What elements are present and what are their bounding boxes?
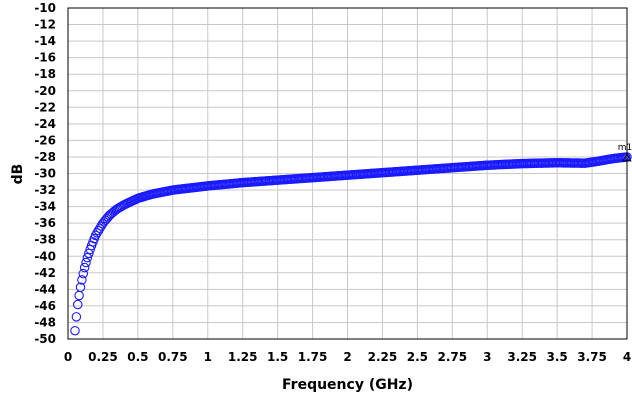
x-tick-label: 2.25 — [368, 350, 398, 364]
y-tick-label: -28 — [34, 150, 56, 164]
x-tick-label: 2.5 — [407, 350, 428, 364]
y-tick-label: -42 — [34, 266, 56, 280]
data-point — [78, 268, 89, 279]
y-tick-label: -38 — [34, 233, 56, 247]
data-point — [72, 299, 83, 310]
data-point — [81, 257, 91, 268]
data-series — [70, 152, 632, 336]
y-tick-labels: -10 -12 -14 -16 -18 -20 -22 -24 -26 -28 -30 -32 -34 -… — [34, 1, 56, 346]
data-point — [90, 230, 101, 241]
x-tick-labels: 0 0.25 0.5 0.75 1 1.25 1.5 1.75 2 2.25 2.5 2.75 3 3.2… — [64, 350, 631, 364]
y-tick-label: -36 — [34, 216, 56, 230]
data-point — [75, 282, 86, 293]
x-tick-label: 3.75 — [577, 350, 607, 364]
data-point — [71, 312, 82, 322]
y-tick-label: -22 — [34, 100, 56, 114]
x-tick-label: 0.75 — [158, 350, 188, 364]
x-tick-label: 1 — [204, 350, 212, 364]
y-tick-label: -20 — [34, 84, 56, 98]
x-axis-title: Frequency (GHz) — [282, 377, 413, 393]
y-tick-label: -10 — [34, 1, 56, 15]
y-tick-label: -48 — [34, 315, 56, 329]
x-tick-label: 0 — [64, 350, 72, 364]
y-tick-label: -12 — [34, 18, 56, 32]
x-tick-label: 3 — [483, 350, 491, 364]
data-point — [70, 325, 80, 336]
x-tick-label: 0.5 — [127, 350, 148, 364]
y-tick-label: -14 — [34, 34, 56, 48]
y-tick-label: -50 — [34, 332, 56, 346]
x-tick-label: 2 — [343, 350, 351, 364]
x-tick-label: 1.5 — [267, 350, 288, 364]
marker-label: m1 — [618, 143, 632, 153]
x-tick-label: 1.25 — [228, 350, 258, 364]
y-tick-label: -34 — [34, 200, 56, 214]
data-point — [92, 228, 102, 238]
y-tick-label: -32 — [34, 183, 56, 197]
x-tick-label: 1.75 — [298, 350, 328, 364]
y-tick-label: -44 — [34, 282, 56, 296]
y-axis-title: dB — [10, 164, 26, 185]
y-tick-label: -16 — [34, 51, 56, 65]
y-tick-label: -30 — [34, 167, 56, 181]
y-tick-label: -24 — [34, 117, 56, 131]
y-tick-label: -40 — [34, 249, 56, 263]
plot-frame — [67, 7, 628, 340]
data-point — [82, 252, 93, 263]
y-tick-label: -18 — [34, 67, 56, 81]
y-tick-label: -46 — [34, 299, 56, 313]
data-point — [93, 225, 104, 236]
data-point — [77, 275, 87, 285]
y-tick-label: -26 — [34, 133, 56, 147]
x-tick-label: 2.75 — [438, 350, 468, 364]
data-point — [79, 262, 90, 273]
x-tick-label: 3.5 — [546, 350, 567, 364]
x-tick-label: 3.25 — [507, 350, 537, 364]
x-tick-label: 4 — [623, 350, 631, 364]
x-tick-label: 0.25 — [88, 350, 118, 364]
